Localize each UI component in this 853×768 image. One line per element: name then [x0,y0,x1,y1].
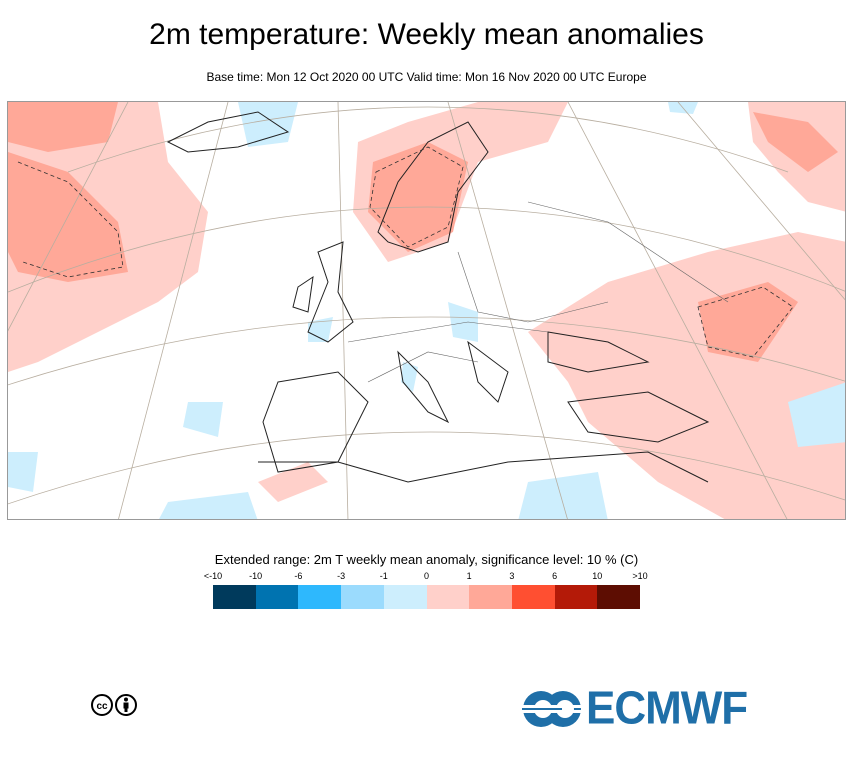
legend-tick: -1 [379,571,388,581]
legend-color-swatch [255,585,299,609]
legend-tick: 0 [423,571,430,581]
legend-color-swatch [469,585,512,609]
legend-color-swatch [383,585,427,609]
legend-tick: 1 [466,571,472,581]
legend-color-swatch [298,585,342,609]
ecmwf-logo: ECMWF [522,682,748,735]
svg-text:cc: cc [96,701,108,712]
legend-color-swatch [341,585,384,609]
legend-color-swatch [554,585,598,609]
legend-tick: -10 [249,571,263,581]
page-title: 2m temperature: Weekly mean anomalies [149,18,704,51]
legend-color-swatch [426,585,470,609]
legend-title: Extended range: 2m T weekly mean anomaly… [214,552,639,567]
legend-tick: -3 [337,571,346,581]
ecmwf-logo-text: ECMWF [586,682,748,735]
country-borders [347,201,729,383]
legend-tick: <-10 [203,571,223,581]
legend-color-swatch [213,585,256,609]
coastlines [166,111,710,483]
legend-tick: 3 [509,571,515,581]
anomaly-map [7,101,846,520]
legend-color-swatch [597,585,641,609]
graticule [8,102,845,519]
legend-tick: >10 [632,571,648,581]
legend-color-swatch [511,585,555,609]
legend-tick: 10 [592,571,603,581]
significance-contours [17,146,794,358]
ecmwf-logo-icon [522,691,582,727]
cc-by-icon: cc [91,694,137,721]
legend-tick: 6 [552,571,558,581]
legend-colorbar [213,585,641,609]
cold-anomaly-areas [8,102,845,519]
legend-ticks: <-10 -10 -6 -3 -1 0 1 3 6 10 >10 [204,571,648,583]
page-subtitle: Base time: Mon 12 Oct 2020 00 UTC Valid … [206,70,647,84]
legend-tick: -6 [294,571,303,581]
